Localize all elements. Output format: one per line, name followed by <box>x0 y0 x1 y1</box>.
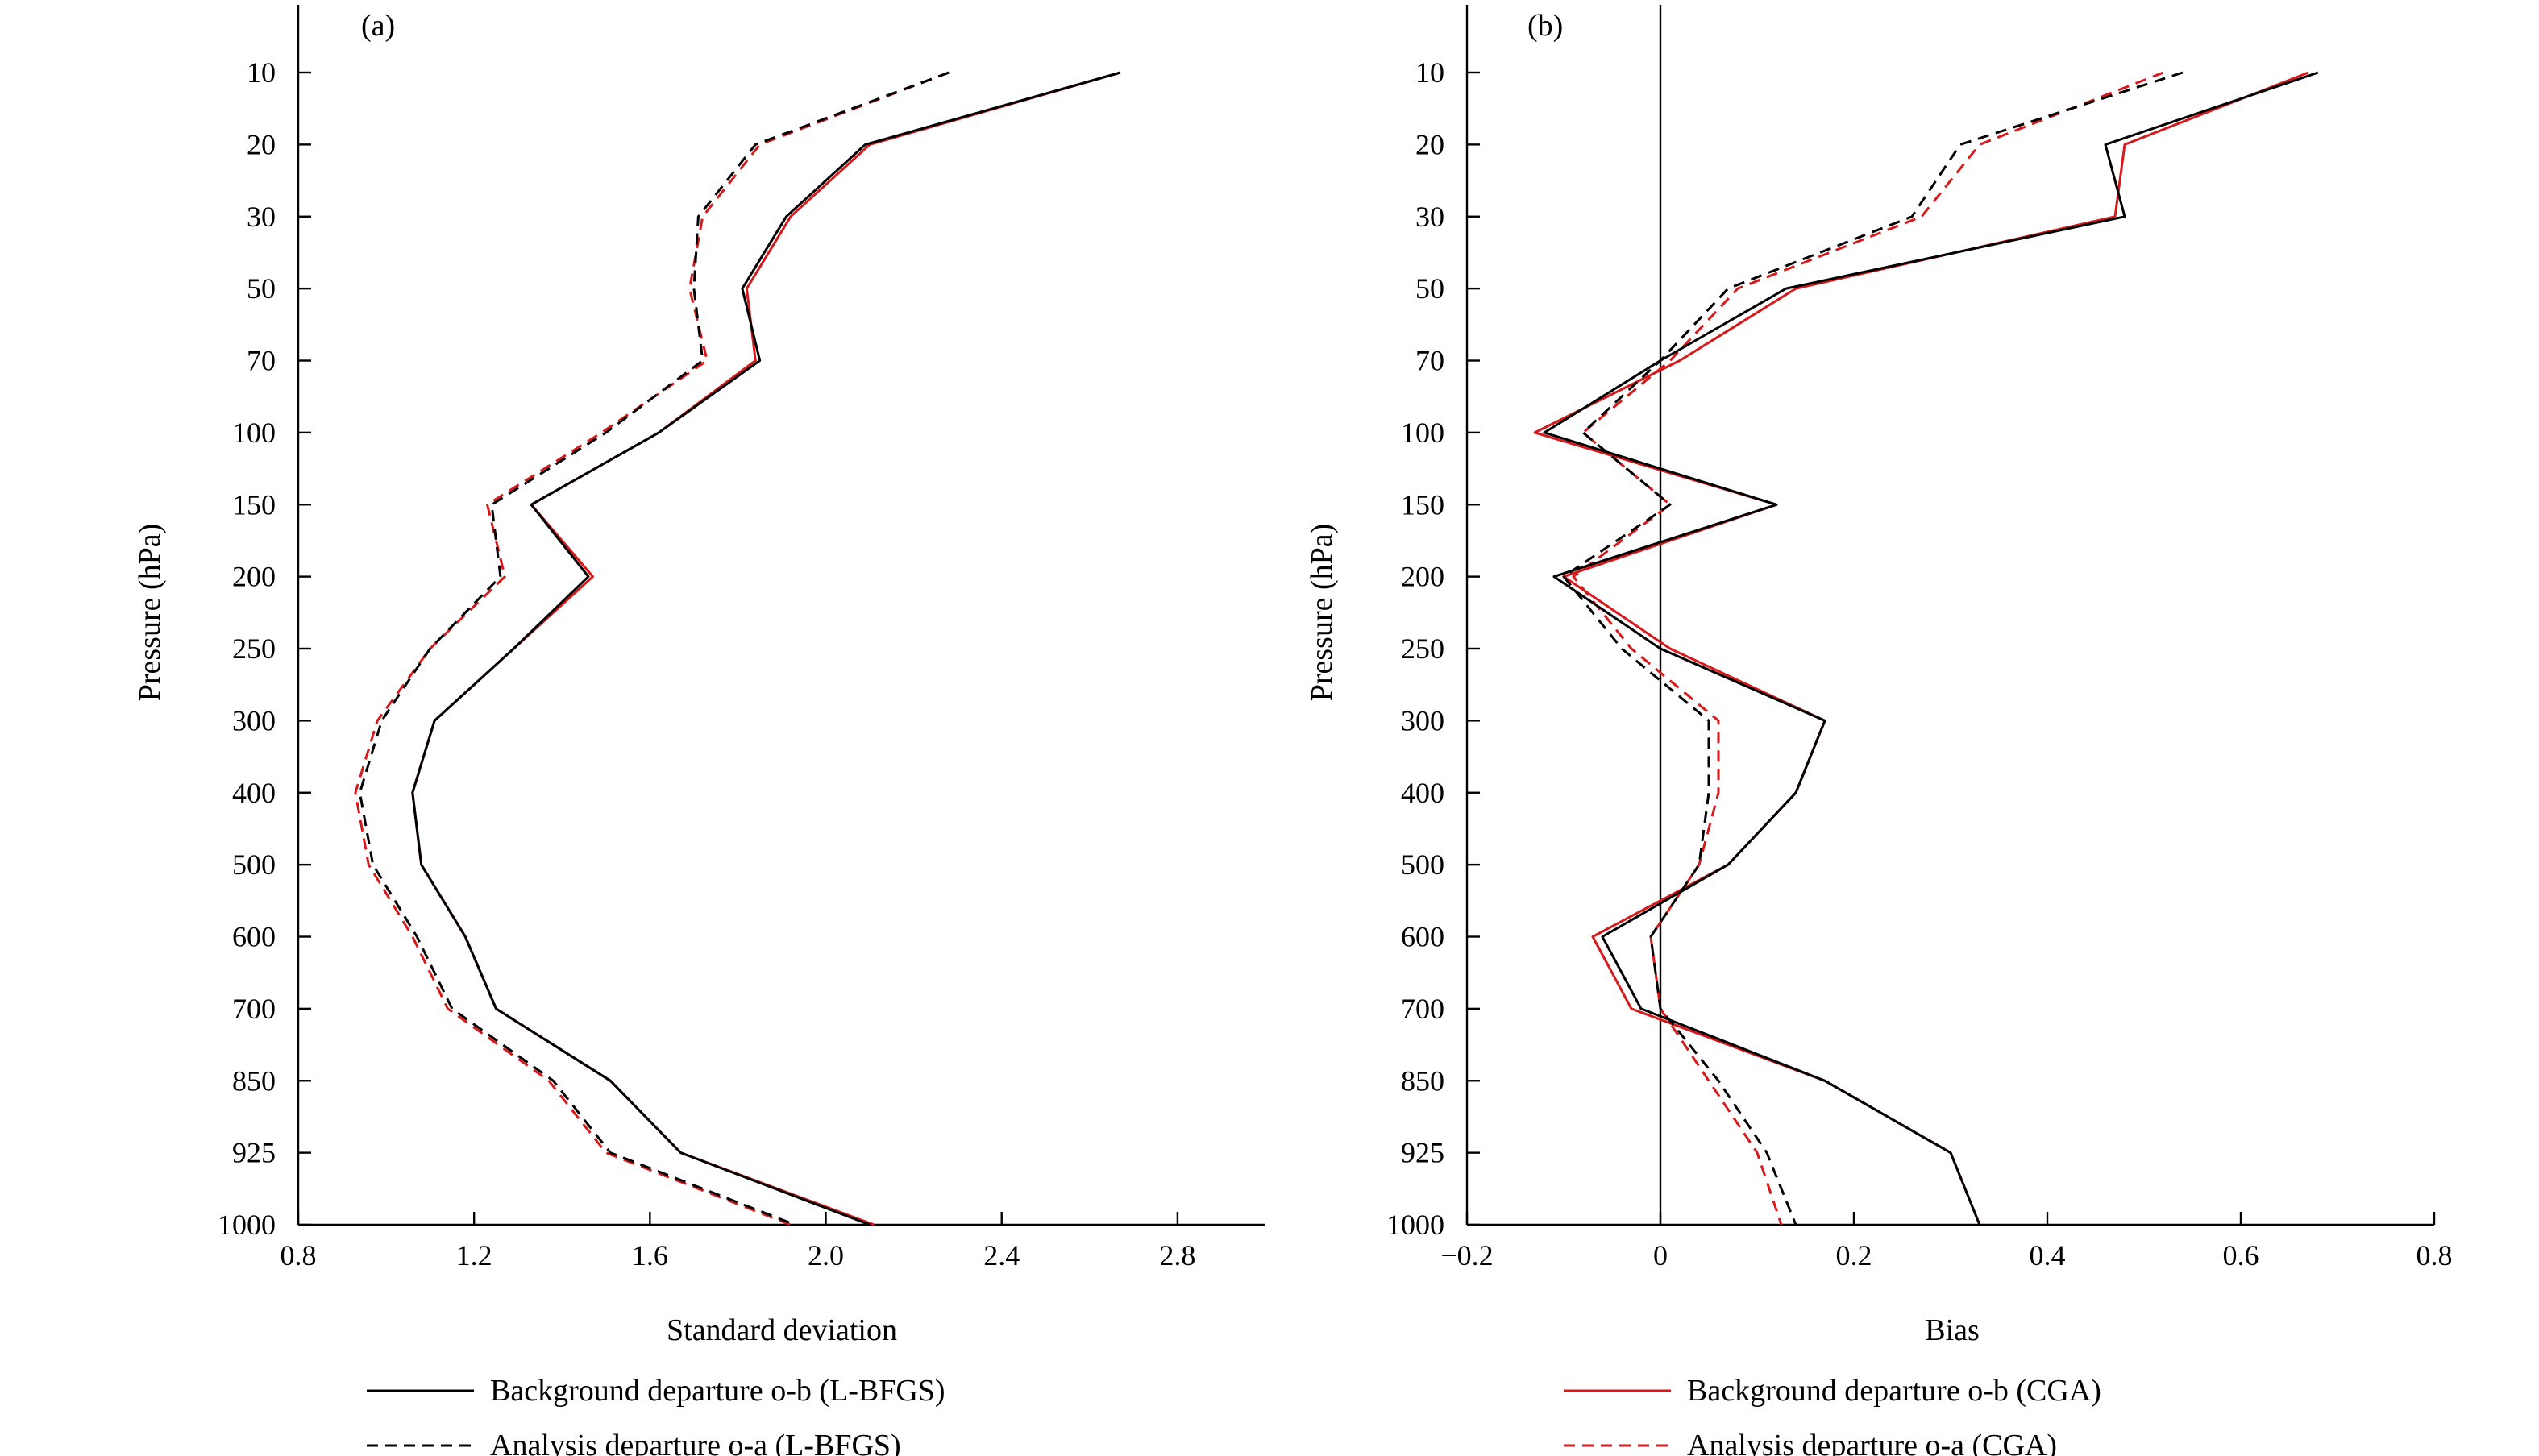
legend-label-oa-cga: Analysis departure o-a (CGA) <box>1687 1429 2057 1456</box>
panel-a-xtick-label-0: 0.8 <box>280 1239 317 1271</box>
panel-b-bias: (b) Bias Pressure (hPa) −0.2 0 0.2 0.4 0.6 0.… <box>1305 5 2453 1347</box>
panel-b-series-0-line <box>1533 71 2309 1226</box>
panel-b-series <box>1533 71 2319 1226</box>
panel-a-label: (a) <box>361 9 395 43</box>
panel-b-series-2-line <box>1543 71 2319 1226</box>
panel-b-ytick-label-1000: 1000 <box>1386 1209 1444 1241</box>
legend: Background departure o-b (L-BFGS) Analys… <box>367 1374 2101 1456</box>
panel-a-ytick-label-1000: 1000 <box>218 1209 276 1241</box>
panel-a-x-ticks: 0.8 1.2 1.6 2.0 2.4 2.8 <box>280 1212 1195 1271</box>
panel-a-ytick-label-300: 300 <box>232 704 276 736</box>
panel-a-xtick-label-4: 2.4 <box>983 1239 1020 1271</box>
legend-label-ob-cga: Background departure o-b (CGA) <box>1687 1374 2101 1408</box>
panel-a-ytick-label-850: 850 <box>232 1064 276 1097</box>
panel-b-ytick-label-30: 30 <box>1415 201 1444 233</box>
panel-b-xtick-label-0: −0.2 <box>1440 1239 1493 1271</box>
panel-a-ylabel: Pressure (hPa) <box>133 524 167 702</box>
panel-b-ytick-label-300: 300 <box>1401 704 1444 736</box>
panel-b-ytick-label-500: 500 <box>1401 848 1444 881</box>
panel-a-ytick-label-50: 50 <box>247 272 276 305</box>
panel-b-series-3-line <box>1562 71 2184 1226</box>
panel-b-ytick-label-250: 250 <box>1401 633 1444 665</box>
panel-a-ytick-label-925: 925 <box>232 1137 276 1169</box>
panel-b-label: (b) <box>1527 9 1563 43</box>
panel-b-ytick-label-700: 700 <box>1401 993 1444 1025</box>
panel-b-ytick-label-925: 925 <box>1401 1137 1444 1169</box>
legend-label-oa-lbfgs: Analysis departure o-a (L-BFGS) <box>490 1429 901 1456</box>
panel-a-xtick-label-2: 1.6 <box>632 1239 668 1271</box>
panel-b-x-ticks: −0.2 0 0.2 0.4 0.6 0.8 <box>1440 1212 2453 1271</box>
panel-a-xtick-label-1: 1.2 <box>456 1239 492 1271</box>
legend-item-ob-lbfgs: Background departure o-b (L-BFGS) <box>367 1374 945 1408</box>
panel-a-ytick-label-20: 20 <box>247 128 276 160</box>
panel-a-xtick-label-5: 2.8 <box>1159 1239 1195 1271</box>
panel-a-series-1-line <box>354 71 950 1226</box>
panel-a-xtick-label-3: 2.0 <box>808 1239 844 1271</box>
panel-a-y-ticks: 10 20 30 50 70 100 150 200 250 300 400 500 600 700 850… <box>218 56 311 1241</box>
panel-a-ytick-label-70: 70 <box>247 345 276 377</box>
legend-label-ob-lbfgs: Background departure o-b (L-BFGS) <box>490 1374 945 1408</box>
panel-a-ytick-label-500: 500 <box>232 848 276 881</box>
panel-b-ylabel: Pressure (hPa) <box>1305 524 1339 702</box>
legend-item-ob-cga: Background departure o-b (CGA) <box>1564 1374 2101 1408</box>
panel-a-ytick-label-400: 400 <box>232 777 276 809</box>
panel-b-ytick-label-200: 200 <box>1401 561 1444 593</box>
panel-a-ytick-label-30: 30 <box>247 201 276 233</box>
panel-b-ytick-label-10: 10 <box>1415 56 1444 89</box>
panel-b-ytick-label-50: 50 <box>1415 272 1444 305</box>
panel-a-ytick-label-150: 150 <box>232 488 276 521</box>
panel-a-standard-deviation: (a) Standard deviation Pressure (hPa) 0.… <box>133 5 1265 1347</box>
panel-a-ytick-label-600: 600 <box>232 921 276 953</box>
panel-a-ytick-label-700: 700 <box>232 993 276 1025</box>
panel-b-xtick-label-3: 0.4 <box>2030 1239 2066 1271</box>
panel-b-ytick-label-400: 400 <box>1401 777 1444 809</box>
panel-a-series-3-line <box>358 71 950 1226</box>
panel-b-ytick-label-70: 70 <box>1415 345 1444 377</box>
panel-b-ytick-label-100: 100 <box>1401 417 1444 449</box>
legend-item-oa-lbfgs: Analysis departure o-a (L-BFGS) <box>367 1429 901 1456</box>
panel-b-y-ticks: 10 20 30 50 70 100 150 200 250 300 400 500 600 700 850… <box>1386 56 1480 1241</box>
panel-b-series-1-line <box>1572 71 2164 1226</box>
panel-b-ytick-label-20: 20 <box>1415 128 1444 160</box>
panel-a-xlabel: Standard deviation <box>667 1313 897 1347</box>
panel-b-xtick-label-1: 0 <box>1653 1239 1668 1271</box>
panel-b-xtick-label-4: 0.6 <box>2223 1239 2259 1271</box>
panel-b-ytick-label-850: 850 <box>1401 1064 1444 1097</box>
panel-a-series <box>354 71 1121 1226</box>
panel-a-series-2-line <box>411 71 1121 1226</box>
panel-a-ytick-label-10: 10 <box>247 56 276 89</box>
panel-a-ytick-label-250: 250 <box>232 633 276 665</box>
panel-b-ytick-label-600: 600 <box>1401 921 1444 953</box>
panel-b-xtick-label-5: 0.8 <box>2416 1239 2453 1271</box>
panel-b-ytick-label-150: 150 <box>1401 488 1444 521</box>
panel-a-series-0-line <box>411 71 1121 1226</box>
panel-b-xlabel: Bias <box>1925 1313 1980 1347</box>
panel-a-ytick-label-200: 200 <box>232 561 276 593</box>
panel-b-xtick-label-2: 0.2 <box>1836 1239 1872 1271</box>
panel-a-ytick-label-100: 100 <box>232 417 276 449</box>
legend-item-oa-cga: Analysis departure o-a (CGA) <box>1564 1429 2057 1456</box>
